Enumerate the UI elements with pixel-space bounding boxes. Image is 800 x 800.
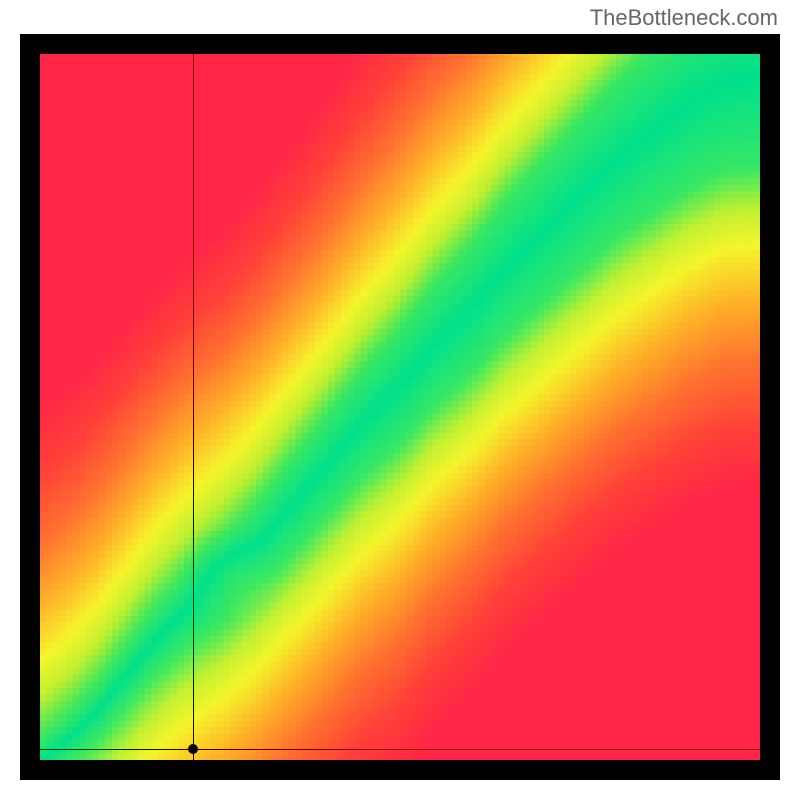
heatmap-frame <box>20 34 780 780</box>
crosshair-horizontal <box>40 749 760 750</box>
heatmap-canvas <box>40 54 760 760</box>
crosshair-marker <box>188 744 198 754</box>
crosshair-vertical <box>193 54 194 760</box>
watermark-text: TheBottleneck.com <box>590 5 778 31</box>
